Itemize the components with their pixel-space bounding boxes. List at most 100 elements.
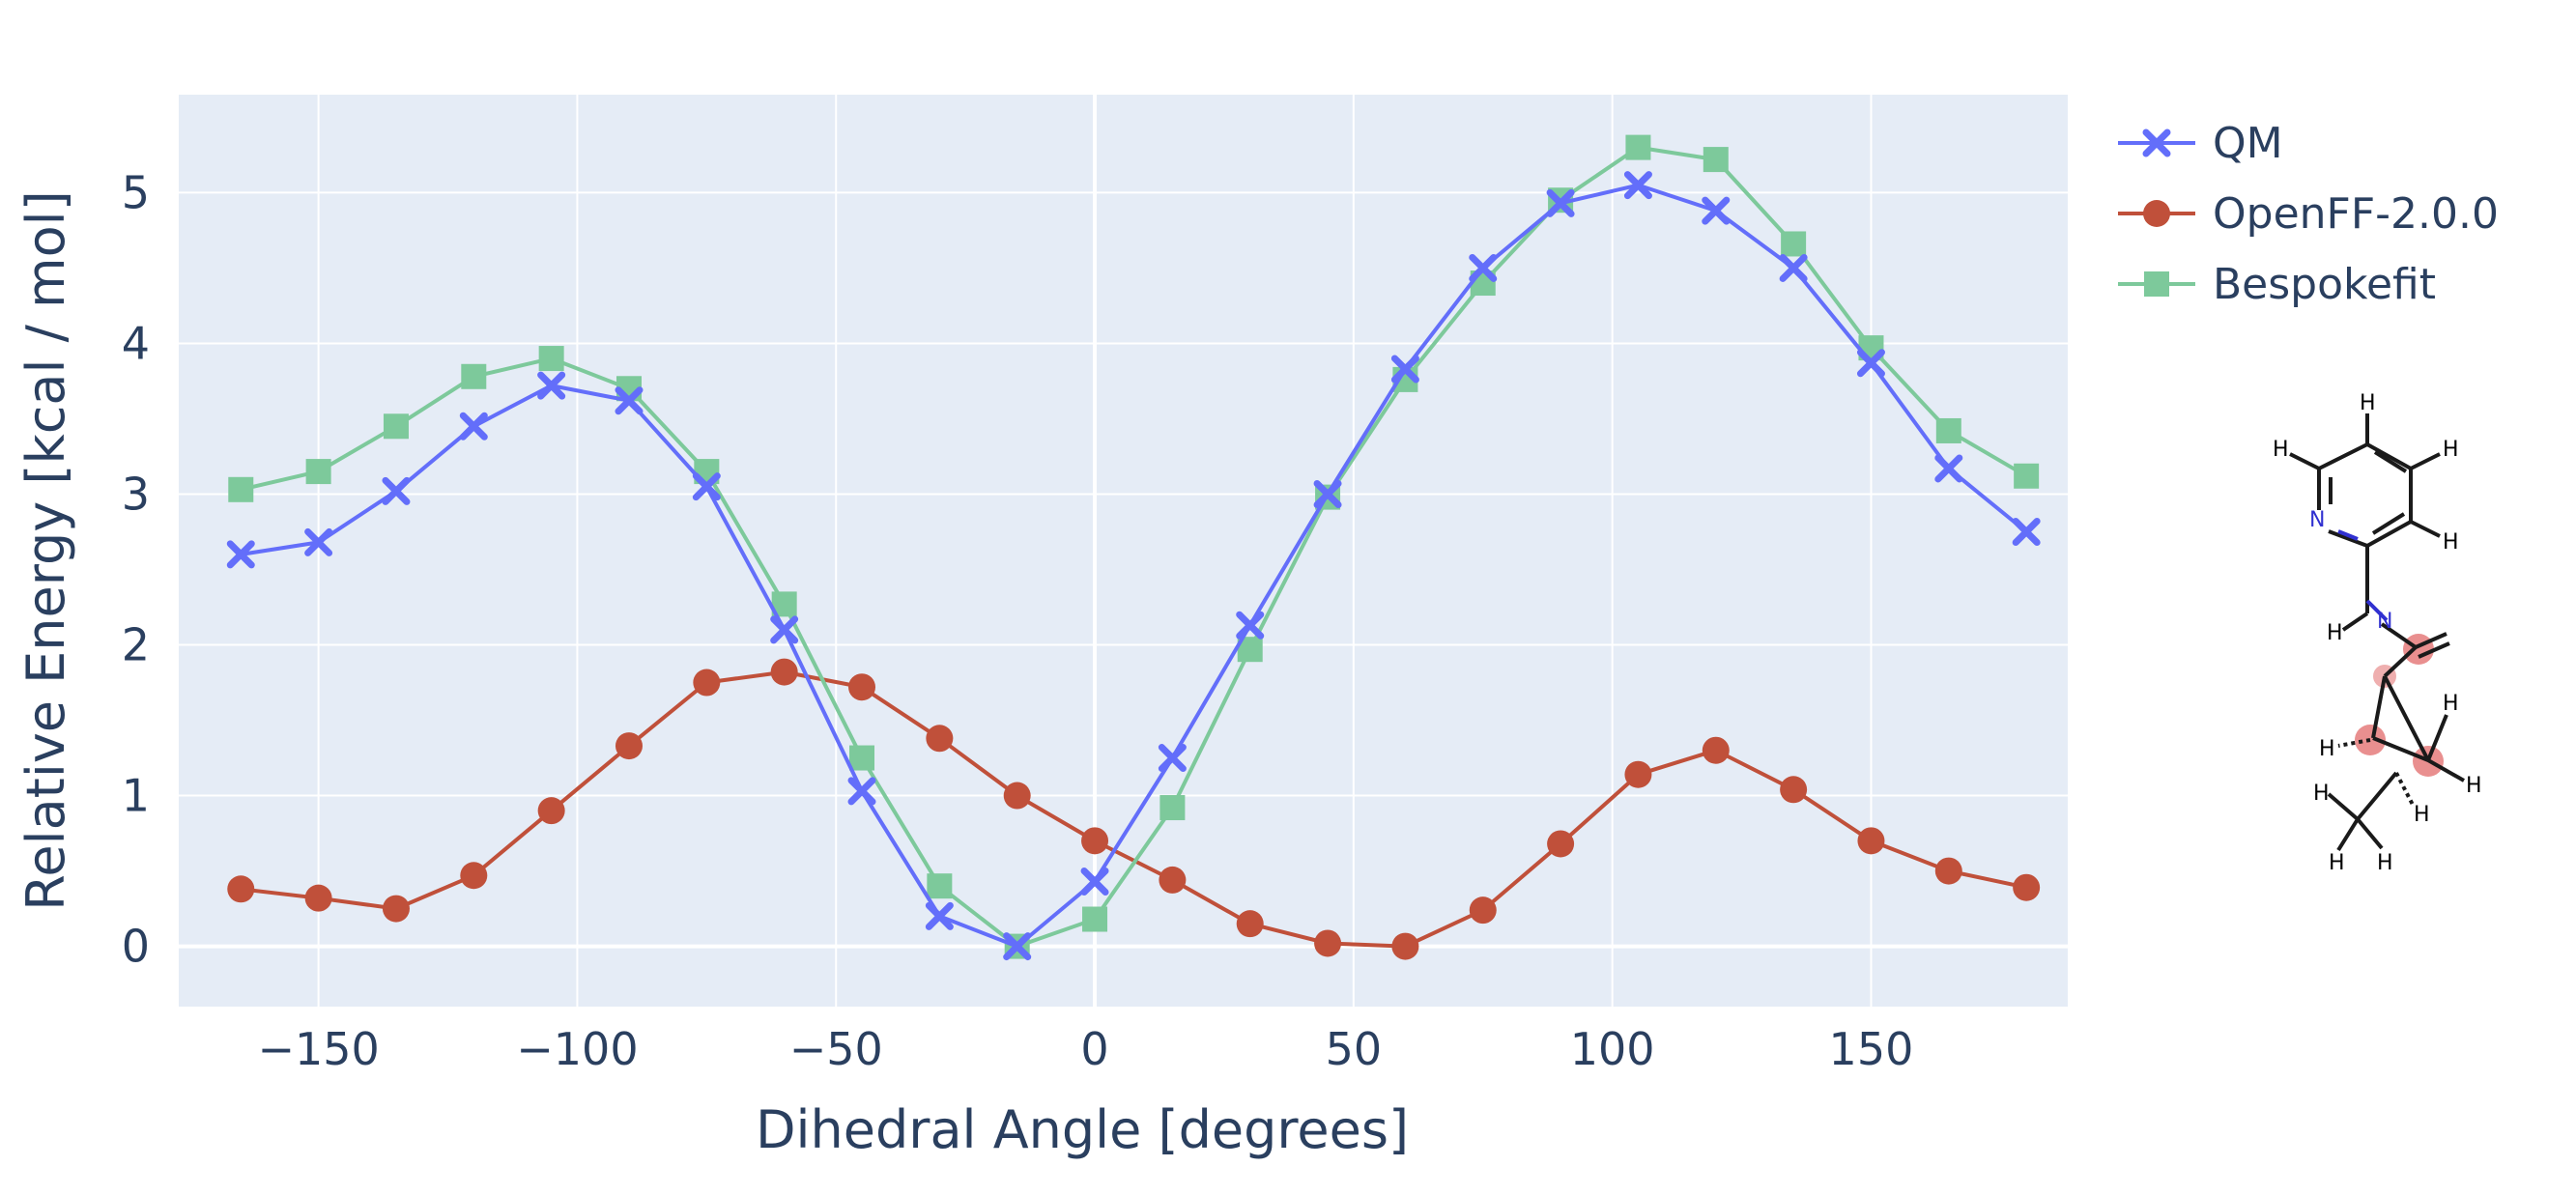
- data-point-qm: [226, 540, 255, 569]
- data-point-openff-2-0-0: [537, 797, 565, 825]
- atom-label-h: H: [2443, 530, 2459, 555]
- data-point-qm: [2012, 517, 2041, 546]
- atom-label-h: H: [2443, 438, 2459, 462]
- data-point-qm: [459, 412, 488, 441]
- atom-label-h: H: [2329, 851, 2345, 875]
- data-point-bespokefit: [1703, 147, 1729, 173]
- series: [226, 134, 2041, 961]
- data-point-bespokefit: [228, 476, 254, 502]
- atom-label-h: H: [2466, 774, 2482, 798]
- legend-item-bespokefit[interactable]: Bespokefit: [2118, 260, 2436, 309]
- data-point-openff-2-0-0: [693, 669, 721, 697]
- data-point-openff-2-0-0: [926, 725, 954, 753]
- data-point-qm: [537, 371, 566, 400]
- tick-labels: −150 −100 −50 0 50 100 150 0 1 2 3 4 5: [122, 166, 1914, 1075]
- data-point-openff-2-0-0: [848, 673, 876, 701]
- atom-label-n: N: [2309, 508, 2325, 532]
- x-tick-label: −100: [516, 1023, 638, 1075]
- x-tick-label: 0: [1080, 1023, 1108, 1075]
- legend-label: QM: [2213, 119, 2283, 168]
- data-point-openff-2-0-0: [1780, 776, 1808, 804]
- data-point-qm: [304, 527, 333, 556]
- atom-label-h: H: [2443, 692, 2459, 716]
- atom-label-n: N: [2377, 610, 2392, 634]
- data-point-bespokefit: [538, 346, 564, 372]
- nitrogen-bond: [2337, 529, 2359, 541]
- data-point-qm: [1702, 196, 1731, 225]
- data-point-qm: [1546, 188, 1575, 217]
- data-point-qm: [1003, 932, 1032, 961]
- y-tick-label: 5: [122, 166, 150, 218]
- y-tick-label: 3: [122, 468, 150, 520]
- atom-label-h: H: [2273, 438, 2289, 462]
- data-point-bespokefit: [305, 459, 331, 485]
- x-tick-label: −50: [789, 1023, 883, 1075]
- data-point-qm: [692, 472, 721, 501]
- atom-label-h: H: [2327, 621, 2343, 645]
- data-point-bespokefit: [1082, 906, 1108, 932]
- data-point-openff-2-0-0: [1857, 827, 1885, 855]
- legend: QM OpenFF-2.0.0 Bespokefit: [2118, 119, 2499, 309]
- grid: [179, 95, 2068, 1007]
- series-qm: [226, 171, 2041, 961]
- legend-marker: [2143, 200, 2170, 227]
- data-point-bespokefit: [383, 413, 409, 440]
- data-point-qm: [847, 777, 876, 806]
- data-point-openff-2-0-0: [1624, 760, 1652, 788]
- legend-label: OpenFF-2.0.0: [2213, 189, 2499, 239]
- data-point-openff-2-0-0: [1236, 910, 1264, 938]
- series-bespokefit: [228, 134, 2040, 959]
- data-point-openff-2-0-0: [1314, 929, 1342, 957]
- data-point-openff-2-0-0: [1003, 782, 1031, 810]
- x-tick-label: 100: [1570, 1023, 1655, 1075]
- amide-nitrogen-bond: [2365, 599, 2389, 622]
- data-point-qm: [1779, 253, 1808, 282]
- y-tick-label: 1: [122, 770, 150, 822]
- data-point-openff-2-0-0: [460, 862, 488, 890]
- atom-label-h: H: [2360, 391, 2376, 415]
- data-point-qm: [1313, 479, 1342, 508]
- data-point-bespokefit: [849, 745, 875, 771]
- data-point-bespokefit: [1781, 231, 1807, 257]
- data-point-bespokefit: [461, 363, 487, 389]
- data-point-openff-2-0-0: [1469, 896, 1497, 925]
- data-point-qm: [1080, 867, 1109, 896]
- molecule-structure-image: N N H H H H H H H H H H H H: [2273, 391, 2482, 875]
- series-line-bespokefit: [240, 145, 2028, 949]
- ring-bonds: [2289, 413, 2465, 852]
- data-point-openff-2-0-0: [1934, 857, 1962, 885]
- data-point-qm: [1236, 611, 1265, 640]
- data-point-openff-2-0-0: [1391, 932, 1419, 960]
- data-point-qm: [770, 615, 799, 644]
- legend-marker: [2144, 271, 2169, 297]
- y-axis-title: Relative Energy [kcal / mol]: [15, 190, 76, 911]
- highlight-atom: [2403, 634, 2434, 665]
- data-point-openff-2-0-0: [227, 875, 255, 903]
- x-axis-title: Dihedral Angle [degrees]: [756, 1099, 1409, 1160]
- x-tick-label: 150: [1829, 1023, 1914, 1075]
- data-point-qm: [1856, 349, 1885, 378]
- data-point-bespokefit: [1935, 417, 1961, 443]
- data-point-qm: [382, 476, 411, 505]
- stereo-hash-bond: [2394, 772, 2416, 808]
- legend-item-openff-2-0-0[interactable]: OpenFF-2.0.0: [2118, 189, 2499, 239]
- data-point-bespokefit: [927, 873, 953, 899]
- y-tick-label: 4: [122, 317, 150, 369]
- y-tick-label: 0: [122, 921, 150, 973]
- data-point-bespokefit: [2014, 463, 2040, 489]
- stereo-hash-bond: [2337, 738, 2371, 748]
- data-point-openff-2-0-0: [770, 658, 798, 686]
- x-tick-label: 50: [1326, 1023, 1383, 1075]
- legend-item-qm[interactable]: QM: [2118, 119, 2283, 168]
- atom-label-h: H: [2319, 737, 2335, 761]
- atom-label-h: H: [2414, 803, 2430, 827]
- data-point-bespokefit: [1159, 795, 1186, 821]
- data-point-openff-2-0-0: [304, 884, 332, 912]
- legend-label: Bespokefit: [2213, 260, 2436, 309]
- data-point-openff-2-0-0: [1547, 830, 1575, 858]
- data-point-openff-2-0-0: [1081, 827, 1109, 855]
- atom-label-h: H: [2313, 782, 2330, 806]
- data-point-bespokefit: [1625, 134, 1651, 160]
- data-point-openff-2-0-0: [1159, 866, 1187, 894]
